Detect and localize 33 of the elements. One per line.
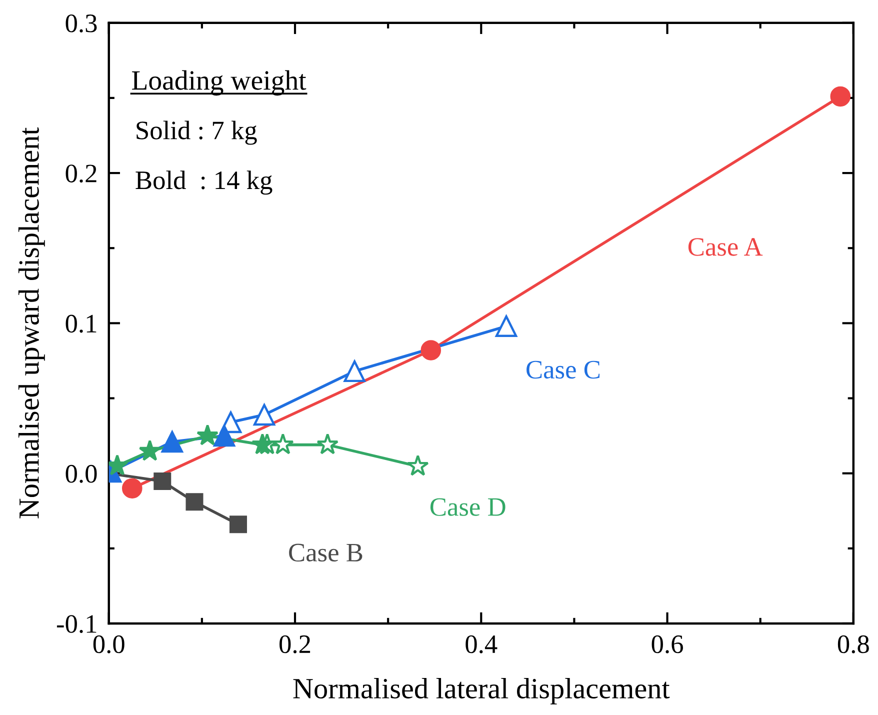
point (344, 360, 366, 382)
point (213, 424, 236, 447)
x-tick-label: 0.8 (838, 635, 869, 654)
point (251, 433, 274, 454)
point (161, 430, 183, 453)
x-axis-title: Normalised lateral displacement (293, 678, 670, 704)
point (154, 472, 172, 490)
y-axis-title: Normalised upward displacement (18, 127, 45, 518)
annotation: Loading weight (132, 70, 306, 96)
series-label: Case D (430, 498, 506, 516)
x-tick-label: 0.6 (652, 635, 683, 654)
y-tick-label: 0.3 (66, 14, 97, 32)
series-label: Case C (526, 360, 600, 379)
point (186, 493, 204, 511)
y-tick-label: 0.2 (66, 164, 96, 183)
point (138, 440, 161, 461)
y-tick-label: 0.0 (66, 464, 97, 483)
point (229, 516, 247, 534)
point (495, 315, 518, 338)
point (196, 424, 219, 446)
x-tick-label: 0.2 (280, 635, 310, 654)
point (830, 86, 851, 107)
annotation: Solid : 7 kg (136, 120, 257, 145)
y-tick-label: 0.1 (66, 314, 96, 333)
point (122, 478, 142, 498)
annotation: Bold : 14 kg (136, 170, 272, 195)
point (253, 404, 276, 426)
point (420, 340, 442, 360)
x-tick-label: 0.4 (466, 635, 498, 654)
series-label: Case B (289, 544, 362, 562)
y-tick-label: -0.1 (56, 615, 96, 634)
x-tick-label: 0.0 (93, 635, 124, 654)
series-label: Case A (688, 238, 763, 256)
